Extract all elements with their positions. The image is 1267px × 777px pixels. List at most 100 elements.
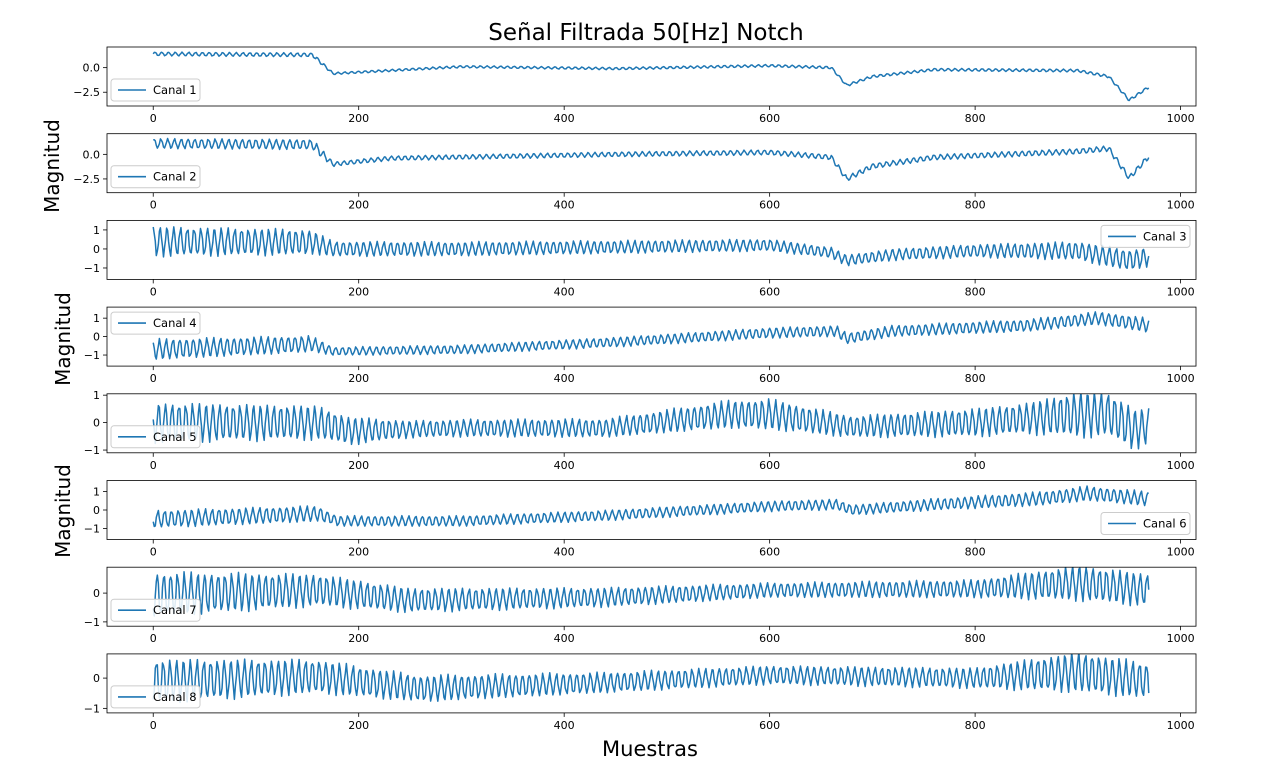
x-tick-label: 800 — [965, 112, 986, 125]
x-tick-label: 0 — [150, 285, 157, 298]
legend: Canal 8 — [110, 685, 201, 709]
x-tick-label: 200 — [348, 199, 369, 212]
series-line-canal-8 — [152, 653, 1150, 704]
y-tick-label: 0 — [93, 587, 100, 600]
axes-frame — [106, 653, 1197, 714]
axes-frame — [106, 133, 1197, 194]
x-tick-label: 600 — [759, 719, 780, 732]
x-tick-label: 800 — [965, 285, 986, 298]
series-line-canal-5 — [152, 393, 1150, 450]
x-tick-label: 400 — [554, 546, 575, 559]
x-tick-label: 200 — [348, 546, 369, 559]
x-tick-label: 600 — [759, 199, 780, 212]
axes-frame — [106, 46, 1197, 107]
x-tick-label: 800 — [965, 372, 986, 385]
y-tick-label: −1 — [84, 702, 100, 715]
subplot-1: 0 200 400 600 800 1000 0.0 −2.5 Canal 1 — [73, 46, 1197, 125]
x-tick-label: 600 — [759, 285, 780, 298]
x-tick-label: 600 — [759, 112, 780, 125]
y-axis-label-1: Magnitud — [40, 119, 64, 213]
legend-label: Canal 6 — [1143, 517, 1187, 531]
series-line-canal-1 — [152, 51, 1150, 102]
series-line-canal-4 — [152, 311, 1150, 360]
x-tick-label: 400 — [554, 372, 575, 385]
y-tick-label: 1 — [93, 224, 100, 237]
x-tick-label: 0 — [150, 546, 157, 559]
legend-box — [110, 311, 201, 335]
y-tick-label: 0 — [93, 417, 100, 430]
y-tick-label: −2.5 — [73, 86, 100, 99]
x-tick-label: 1000 — [1167, 459, 1195, 472]
series-line-canal-7 — [152, 567, 1150, 617]
legend-box — [110, 598, 201, 622]
y-tick-label: 1 — [93, 486, 100, 499]
subplot-6: 0 200 400 600 800 1000 1 0 −1 Canal 6 — [84, 480, 1197, 559]
subplot-8: 0 200 400 600 800 1000 0 −1 Canal 8 — [84, 653, 1197, 732]
x-tick-label: 600 — [759, 632, 780, 645]
x-tick-label: 800 — [965, 632, 986, 645]
y-tick-label: 0.0 — [83, 148, 101, 161]
legend: Canal 3 — [1100, 224, 1191, 248]
legend: Canal 1 — [110, 78, 201, 102]
y-axis-label-2: Magnitud — [51, 292, 75, 386]
x-tick-label: 0 — [150, 199, 157, 212]
y-tick-label: −1 — [84, 349, 100, 362]
y-tick-label: 0 — [93, 504, 100, 517]
legend-box — [110, 78, 201, 102]
legend: Canal 5 — [110, 425, 201, 449]
x-tick-label: 0 — [150, 372, 157, 385]
subplot-7: 0 200 400 600 800 1000 0 −1 Canal 7 — [84, 566, 1197, 645]
x-tick-label: 0 — [150, 459, 157, 472]
legend-box — [1100, 512, 1191, 535]
x-tick-label: 600 — [759, 546, 780, 559]
x-tick-label: 600 — [759, 459, 780, 472]
y-tick-label: −1 — [84, 262, 100, 275]
x-tick-label: 200 — [348, 459, 369, 472]
series-line-canal-3 — [152, 226, 1150, 269]
x-tick-label: 200 — [348, 372, 369, 385]
x-tick-label: 1000 — [1167, 546, 1195, 559]
y-tick-label: 1 — [93, 312, 100, 325]
axes-frame — [106, 566, 1197, 627]
y-tick-label: 1 — [93, 389, 100, 402]
y-tick-label: −1 — [84, 616, 100, 629]
x-tick-label: 200 — [348, 632, 369, 645]
subplot-4: 0 200 400 600 800 1000 1 0 −1 Canal 4 — [84, 306, 1197, 385]
x-tick-label: 1000 — [1167, 372, 1195, 385]
x-tick-label: 400 — [554, 112, 575, 125]
x-tick-label: 200 — [348, 719, 369, 732]
x-tick-label: 0 — [150, 632, 157, 645]
legend-box — [110, 685, 201, 709]
legend-label: Canal 7 — [153, 603, 197, 617]
x-tick-label: 400 — [554, 199, 575, 212]
x-tick-label: 0 — [150, 719, 157, 732]
legend-label: Canal 5 — [153, 430, 197, 444]
legend-label: Canal 8 — [153, 690, 197, 704]
legend-label: Canal 2 — [153, 170, 197, 184]
x-tick-label: 1000 — [1167, 285, 1195, 298]
x-tick-label: 400 — [554, 285, 575, 298]
x-tick-label: 800 — [965, 719, 986, 732]
x-tick-label: 0 — [150, 112, 157, 125]
y-tick-label: 0 — [93, 331, 100, 344]
subplot-2: 0 200 400 600 800 1000 0.0 −2.5 Canal 2 — [73, 133, 1197, 212]
x-tick-label: 800 — [965, 459, 986, 472]
y-tick-label: 0.0 — [83, 62, 101, 75]
legend: Canal 7 — [110, 598, 201, 622]
y-axis-label-3: Magnitud — [51, 464, 75, 558]
legend-box — [110, 165, 201, 189]
y-tick-label: −1 — [84, 444, 100, 457]
legend: Canal 4 — [110, 311, 201, 335]
legend: Canal 2 — [110, 165, 201, 189]
series-line-canal-6 — [152, 485, 1149, 528]
x-tick-label: 400 — [554, 459, 575, 472]
chart-title: Señal Filtrada 50[Hz] Notch — [488, 20, 803, 46]
legend-box — [110, 425, 201, 449]
y-tick-label: −1 — [84, 522, 100, 535]
x-tick-label: 600 — [759, 372, 780, 385]
legend-box — [1100, 224, 1191, 248]
x-tick-label: 1000 — [1167, 199, 1195, 212]
x-tick-label: 400 — [554, 719, 575, 732]
